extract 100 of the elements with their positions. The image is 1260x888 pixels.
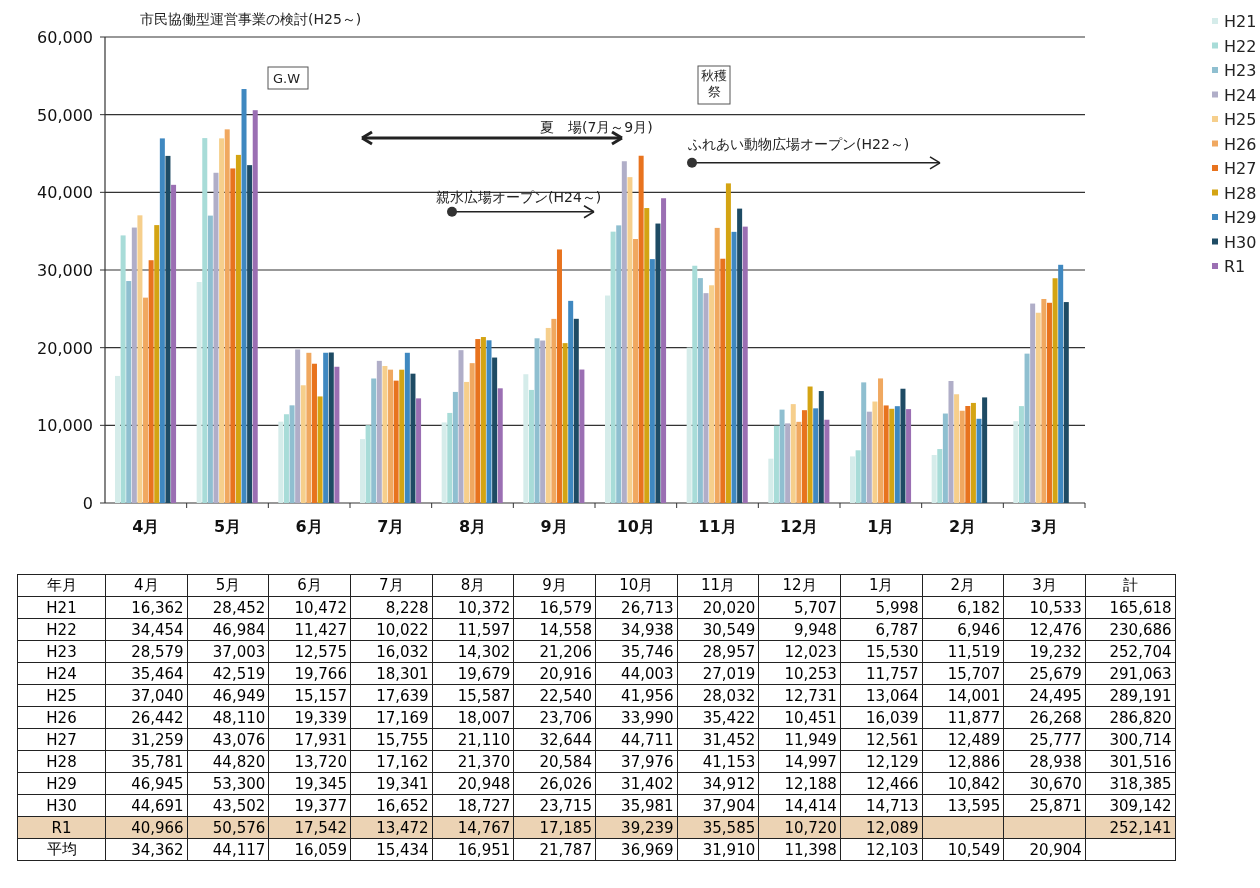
text: 291,063 (1109, 664, 1172, 683)
bar (644, 208, 650, 503)
bar (311, 363, 317, 503)
x-tick-label: 6月 (295, 517, 323, 536)
annotation: 親水広場オープン(H24～) (436, 188, 602, 205)
data-label: 17,185 (513, 816, 596, 839)
bar (556, 249, 562, 503)
data-label: 14,997 (758, 750, 841, 773)
bar (143, 297, 149, 503)
text: 300,714 (1109, 730, 1172, 749)
bar (790, 404, 796, 503)
data-label: 16,579 (513, 596, 596, 619)
text: H22 (46, 620, 77, 639)
text: H27 (46, 730, 77, 749)
bar (219, 138, 225, 503)
data-label: 12,476 (1003, 618, 1086, 641)
y-tick-label: 50,000 (37, 105, 93, 125)
data-label: 21,370 (432, 750, 514, 773)
bar (115, 375, 121, 503)
data-label: 12,129 (840, 750, 923, 773)
text: 21,787 (539, 840, 592, 859)
text: H30 (46, 796, 77, 815)
bar (633, 239, 639, 503)
x-tick-label: 4月 (132, 517, 160, 536)
bar (742, 226, 748, 503)
text: H23 (46, 642, 77, 661)
bar (441, 422, 447, 503)
bar (360, 439, 366, 503)
bar (1024, 353, 1030, 503)
data-label: 41,956 (595, 684, 678, 707)
data-label: 46,984 (187, 618, 269, 641)
bar (889, 408, 895, 503)
data-label: 16,362 (105, 596, 188, 619)
data-label: 35,585 (677, 816, 759, 839)
bar (661, 198, 667, 503)
data-label: 20,916 (513, 662, 596, 685)
bar (230, 168, 236, 503)
bar (126, 281, 132, 503)
data-label: 50,576 (187, 816, 269, 839)
data-label: 46,949 (187, 684, 269, 707)
bar (610, 231, 616, 503)
data-label: 14,558 (513, 618, 596, 641)
bar (970, 402, 976, 503)
y-tick-label: 60,000 (37, 28, 93, 47)
text: 15,434 (376, 840, 429, 859)
data-label: 40,966 (105, 816, 188, 839)
data-label: 19,377 (268, 794, 351, 817)
bar (976, 418, 982, 503)
text: 230,686 (1109, 620, 1172, 639)
bar (247, 165, 253, 503)
bar (605, 295, 611, 503)
data-label: 35,422 (677, 706, 759, 729)
data-label: 30,549 (677, 618, 759, 641)
y-tick-label: 0 (82, 494, 93, 513)
data-label: 31,402 (595, 772, 678, 795)
annotation: G.W (273, 71, 301, 86)
x-tick-label: 10月 (616, 517, 655, 536)
legend-label: H30 (1224, 232, 1257, 252)
data-label: 12,886 (922, 750, 1004, 773)
data-label: 42,519 (187, 662, 269, 685)
legend-label: H26 (1224, 134, 1257, 154)
bar (714, 227, 720, 503)
bar (371, 378, 377, 503)
data-label: 27,019 (677, 662, 759, 685)
bar (813, 408, 819, 503)
data-label: 35,981 (595, 794, 678, 817)
x-tick-label: 2月 (948, 517, 977, 536)
x-tick-label: 5月 (213, 517, 242, 536)
y-tick-label: 10,000 (37, 416, 93, 436)
bar (954, 394, 960, 503)
bar (768, 458, 774, 503)
bar (579, 369, 585, 503)
data-label: 19,339 (268, 706, 351, 729)
text: 318,385 (1109, 774, 1172, 793)
data-label: 16,039 (840, 706, 923, 729)
bar (866, 411, 872, 503)
bar (737, 208, 743, 503)
data-label: 14,767 (432, 816, 514, 839)
bar (289, 405, 295, 503)
bar (523, 374, 529, 503)
data-label: 11,877 (922, 706, 1004, 729)
category-label: 9月 (542, 576, 567, 594)
bar (801, 410, 807, 503)
data-label: 33,990 (595, 706, 678, 729)
bar (171, 184, 177, 503)
data-label: 13,064 (840, 684, 923, 707)
annotation: 夏 場(7月～9月) (540, 118, 653, 135)
data-label: 19,232 (1003, 640, 1086, 663)
data-label: 19,766 (268, 662, 351, 685)
data-label: 39,239 (595, 816, 678, 839)
data-label: 12,023 (758, 640, 841, 663)
data-label: 14,414 (758, 794, 841, 817)
bar (931, 454, 937, 503)
text: H25 (46, 686, 77, 705)
text: 252,141 (1109, 818, 1172, 837)
data-label: 34,938 (595, 618, 678, 641)
data-label: 12,489 (922, 728, 1004, 751)
text: 44,117 (212, 840, 266, 859)
data-label: 23,715 (513, 794, 596, 817)
bar (948, 381, 954, 503)
